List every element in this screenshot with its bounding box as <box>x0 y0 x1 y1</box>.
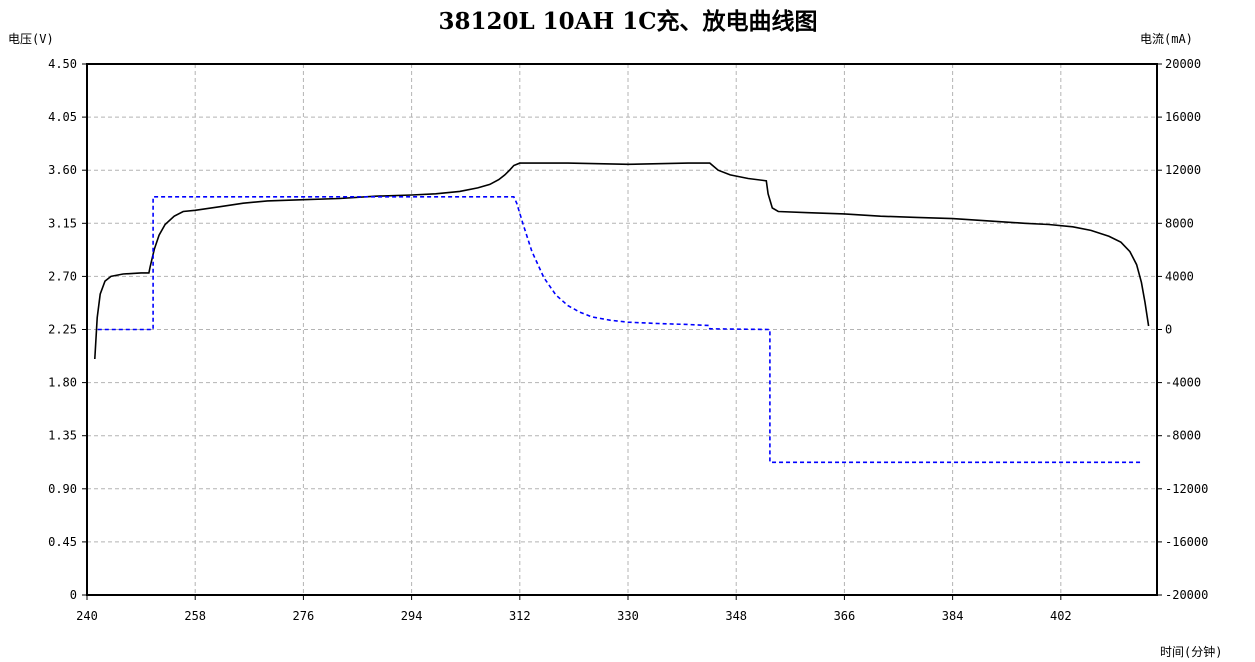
y-left-tick-label: 4.50 <box>48 57 77 71</box>
x-tick-label: 330 <box>617 609 639 623</box>
y-right-tick-label: 0 <box>1165 323 1172 337</box>
y-right-tick-label: -20000 <box>1165 588 1208 602</box>
y-left-tick-label: 3.15 <box>48 216 77 230</box>
y-right-tick-label: -16000 <box>1165 535 1208 549</box>
x-tick-label: 402 <box>1050 609 1072 623</box>
x-tick-label: 366 <box>834 609 856 623</box>
series-layer <box>94 162 1150 464</box>
x-tick-label: 348 <box>725 609 747 623</box>
y-left-tick-label: 0.45 <box>48 535 77 549</box>
x-tick-label: 312 <box>509 609 531 623</box>
y-right-tick-label: 4000 <box>1165 269 1194 283</box>
y-left-tick-label: 0.90 <box>48 482 77 496</box>
x-tick-label: 240 <box>76 609 98 623</box>
y-left-tick-label: 1.35 <box>48 429 77 443</box>
y-left-tick-label: 0 <box>70 588 77 602</box>
x-axis-label: 时间(分钟) <box>1160 644 1222 659</box>
axis-ticks <box>82 63 1162 600</box>
x-tick-label: 294 <box>401 609 423 623</box>
y-right-tick-label: 12000 <box>1165 163 1201 177</box>
grid <box>87 64 1157 595</box>
y-right-tick-label: -8000 <box>1165 429 1201 443</box>
voltage-series-line <box>94 162 1150 360</box>
y-left-tick-label: 3.60 <box>48 163 77 177</box>
y-right-tick-label: 8000 <box>1165 216 1194 230</box>
tick-labels: 240 258 276 294 312 330 348 366 384 402 0 0.45 0.90 1… <box>48 57 1208 623</box>
y-right-axis-label: 电流(mA) <box>1140 32 1193 46</box>
x-tick-label: 384 <box>942 609 964 623</box>
chart-title: 38120L 10AH 1C充、放电曲线图 <box>438 8 817 35</box>
y-right-tick-label: -12000 <box>1165 482 1208 496</box>
x-tick-label: 276 <box>293 609 315 623</box>
y-left-axis-label: 电压(V) <box>8 32 54 46</box>
y-left-tick-label: 2.70 <box>48 269 77 283</box>
y-left-tick-label: 1.80 <box>48 376 77 390</box>
y-right-tick-label: 16000 <box>1165 110 1201 124</box>
y-right-tick-label: 20000 <box>1165 57 1201 71</box>
y-left-tick-label: 4.05 <box>48 110 77 124</box>
y-left-tick-label: 2.25 <box>48 323 77 337</box>
plot-frame <box>86 63 1158 596</box>
x-tick-label: 258 <box>184 609 206 623</box>
y-right-tick-label: -4000 <box>1165 376 1201 390</box>
